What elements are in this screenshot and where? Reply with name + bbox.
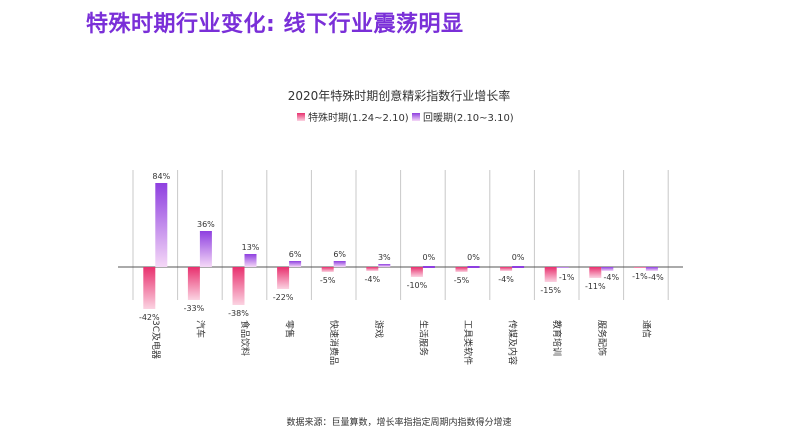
- category-label: 零售: [284, 320, 296, 338]
- bar-series1: [232, 267, 245, 305]
- data-label-series2: -1%: [559, 273, 575, 282]
- data-label-series2: 13%: [242, 243, 260, 252]
- bar-series1: [589, 267, 602, 278]
- legend-label-series2: 回暖期(2.10~3.10): [423, 111, 514, 124]
- data-label-series1: -4%: [498, 275, 514, 284]
- bar-series2: [289, 261, 302, 267]
- bar-series1: [410, 267, 423, 277]
- data-label-series2: 0%: [512, 253, 525, 262]
- category-label: 教育培训: [551, 320, 563, 356]
- bar-series2: [378, 264, 391, 267]
- bar-series1: [366, 267, 379, 271]
- category-label: 生活服务: [417, 320, 429, 356]
- category-label: 3C及电器: [150, 320, 162, 359]
- data-label-series1: -38%: [228, 309, 249, 318]
- category-label: 通信: [640, 320, 652, 338]
- category-label: 快速消费品: [328, 320, 340, 365]
- legend-label-series1: 特殊时期(1.24~2.10): [308, 111, 409, 124]
- data-label-series1: -10%: [407, 281, 428, 290]
- source-note: 数据来源：巨量算数，增长率指指定周期内指数得分增速: [286, 418, 512, 428]
- data-label-series1: -4%: [365, 275, 381, 284]
- data-label-series2: -4%: [604, 273, 620, 282]
- data-label-series1: -22%: [273, 293, 294, 302]
- data-label-series2: 6%: [289, 250, 302, 259]
- data-label-series1: -5%: [320, 276, 336, 285]
- bar-series2: [512, 266, 525, 268]
- bar-series1: [187, 267, 200, 300]
- category-label: 食品饮料: [239, 320, 251, 356]
- bar-series2: [467, 266, 480, 268]
- bar-series2: [155, 183, 168, 267]
- bar-series2: [601, 267, 614, 271]
- data-label-series1: -11%: [585, 282, 606, 291]
- category-label: 传媒及内容: [507, 320, 519, 365]
- chart-title: 2020年特殊时期创意精彩指数行业增长率: [288, 88, 511, 103]
- bar-series1: [544, 267, 557, 282]
- category-label: 服务配饰: [596, 320, 608, 356]
- bar-series2: [333, 261, 346, 267]
- bar-series1: [277, 267, 290, 289]
- bar-series2: [645, 267, 658, 271]
- data-label-series2: 36%: [197, 220, 215, 229]
- page-title: 特殊时期行业变化: 线下行业震荡明显: [86, 12, 464, 37]
- data-label-series1: -33%: [184, 304, 205, 313]
- bar-series1: [633, 267, 646, 268]
- legend-swatch-series2: [412, 113, 420, 121]
- category-label: 游戏: [373, 320, 385, 338]
- category-label: 汽车: [194, 320, 206, 338]
- bar-series2: [244, 254, 257, 267]
- data-label-series2: 0%: [423, 253, 436, 262]
- data-label-series1: -42%: [139, 313, 160, 322]
- bar-series1: [500, 267, 513, 271]
- bar-series2: [556, 267, 569, 268]
- data-label-series2: -4%: [648, 273, 664, 282]
- data-label-series2: 84%: [152, 172, 170, 181]
- bar-series1: [321, 267, 334, 272]
- chart-legend: 特殊时期(1.24~2.10) 回暖期(2.10~3.10): [297, 111, 514, 124]
- category-label: 工具类软件: [462, 320, 474, 365]
- bar-series1: [455, 267, 468, 272]
- bar-series2: [422, 266, 435, 268]
- data-label-series1: -15%: [540, 286, 561, 295]
- data-label-series2: 3%: [378, 253, 391, 262]
- data-label-series2: 0%: [467, 253, 480, 262]
- data-label-series1: -1%: [632, 272, 648, 281]
- data-label-series1: -5%: [454, 276, 470, 285]
- bar-series1: [143, 267, 156, 309]
- legend-swatch-series1: [297, 113, 305, 121]
- data-label-series2: 6%: [333, 250, 346, 259]
- bar-series2: [199, 231, 212, 267]
